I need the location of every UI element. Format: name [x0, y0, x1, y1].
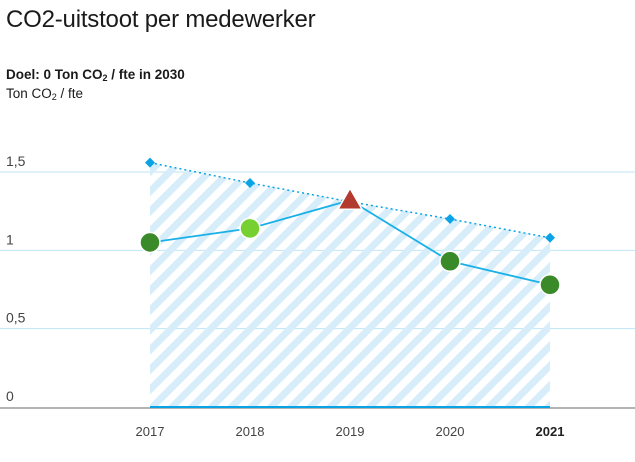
target-marker: [145, 157, 155, 168]
y-tick-label: 0,5: [6, 310, 26, 326]
actual-marker-circle: [439, 250, 461, 273]
y-tick-label: 0: [6, 388, 14, 404]
x-tick-label: 2018: [236, 424, 265, 439]
actual-marker-circle: [139, 231, 161, 254]
x-tick-label: 2017: [136, 424, 165, 439]
actual-marker-circle: [239, 217, 261, 240]
target-marker: [245, 177, 255, 188]
y-tick-label: 1: [6, 231, 14, 247]
chart-title: CO2-uitstoot per medewerker: [6, 6, 316, 33]
x-tick-label: 2020: [436, 424, 465, 439]
target-marker: [445, 214, 455, 224]
x-tick-label: 2021: [536, 424, 565, 439]
target-marker: [545, 232, 555, 243]
goal-label: Doel: 0 Ton CO2 / fte in 2030: [6, 67, 185, 83]
y-unit-label: Ton CO2 / fte: [6, 86, 84, 102]
actual-marker-triangle: [336, 186, 364, 210]
y-tick-label: 1,5: [6, 153, 26, 169]
x-tick-label: 2019: [336, 424, 365, 439]
actual-marker-circle: [539, 274, 561, 296]
